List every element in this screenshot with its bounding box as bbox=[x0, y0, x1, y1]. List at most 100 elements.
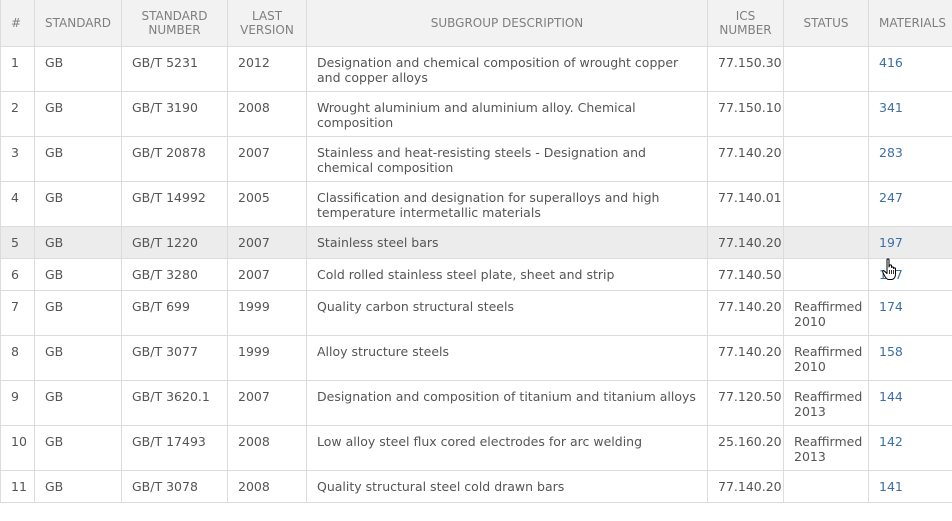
table-row[interactable]: 2 GB GB/T 3190 2008 Wrought aluminium and al… bbox=[0, 91, 952, 137]
column-header-subgroup-description: SUBGROUP DESCRIPTION bbox=[306, 0, 708, 47]
row-last-version: 1999 bbox=[238, 299, 270, 314]
row-materials-link[interactable]: 197 bbox=[879, 267, 903, 282]
row-ics-number: 77.140.01 bbox=[718, 190, 782, 205]
row-materials-link[interactable]: 174 bbox=[879, 299, 903, 314]
column-header-ics-number: ICS NUMBER bbox=[707, 0, 784, 47]
row-ics-number: 77.140.50 bbox=[718, 267, 782, 282]
row-standard-number-cell: GB/T 3078 bbox=[121, 470, 228, 503]
row-standard-number-cell: GB/T 17493 bbox=[121, 425, 228, 471]
table-row[interactable]: 1 GB GB/T 5231 2012 Designation and chemical… bbox=[0, 46, 952, 92]
row-standard: GB bbox=[45, 479, 64, 494]
table-row[interactable]: 6 GB GB/T 3280 2007 Cold rolled stainless st… bbox=[0, 258, 952, 291]
column-header-status: STATUS bbox=[783, 0, 869, 47]
row-standard-cell: GB bbox=[34, 470, 122, 503]
row-standard-number: GB/T 3077 bbox=[132, 344, 198, 359]
row-materials-link[interactable]: 341 bbox=[879, 100, 903, 115]
row-materials-link[interactable]: 142 bbox=[879, 434, 903, 449]
row-standard-number: GB/T 3280 bbox=[132, 267, 198, 282]
table-row[interactable]: 7 GB GB/T 699 1999 Quality carbon structural… bbox=[0, 290, 952, 336]
row-status-cell: Reaffirmed 2010 bbox=[783, 290, 869, 336]
row-standard-number: GB/T 3078 bbox=[132, 479, 198, 494]
row-ics-number-cell: 77.150.30 bbox=[707, 46, 784, 92]
row-subgroup-description-cell: Quality structural steel cold drawn bars bbox=[306, 470, 708, 503]
column-header-last-version: LAST VERSION bbox=[227, 0, 307, 47]
row-number-cell: 1 bbox=[0, 46, 35, 92]
row-materials-link[interactable]: 144 bbox=[879, 389, 903, 404]
row-standard-cell: GB bbox=[34, 335, 122, 381]
table-row[interactable]: 9 GB GB/T 3620.1 2007 Designation and compos… bbox=[0, 380, 952, 426]
table-row[interactable]: 11 GB GB/T 3078 2008 Quality structural stee… bbox=[0, 470, 952, 503]
table-row[interactable]: 4 GB GB/T 14992 2005 Classification and desi… bbox=[0, 181, 952, 227]
row-materials-link[interactable]: 197 bbox=[879, 235, 903, 250]
row-number: 11 bbox=[11, 479, 27, 494]
row-ics-number-cell: 77.140.20 bbox=[707, 136, 784, 182]
row-last-version: 2008 bbox=[238, 434, 270, 449]
row-standard-cell: GB bbox=[34, 181, 122, 227]
row-number: 10 bbox=[11, 434, 27, 449]
row-subgroup-description: Classification and designation for super… bbox=[317, 190, 660, 220]
row-materials-link[interactable]: 247 bbox=[879, 190, 903, 205]
table-row[interactable]: 5 GB GB/T 1220 2007 Stainless steel bars 77.1… bbox=[0, 226, 952, 259]
row-standard-number: GB/T 3190 bbox=[132, 100, 198, 115]
row-standard-number-cell: GB/T 1220 bbox=[121, 226, 228, 259]
row-number-cell: 8 bbox=[0, 335, 35, 381]
row-number: 7 bbox=[11, 299, 19, 314]
row-standard: GB bbox=[45, 55, 64, 70]
row-subgroup-description: Quality carbon structural steels bbox=[317, 299, 514, 314]
row-standard-number-cell: GB/T 3620.1 bbox=[121, 380, 228, 426]
row-number-cell: 4 bbox=[0, 181, 35, 227]
table-row[interactable]: 8 GB GB/T 3077 1999 Alloy structure steels 77… bbox=[0, 335, 952, 381]
row-materials-link[interactable]: 141 bbox=[879, 479, 903, 494]
row-last-version: 2007 bbox=[238, 235, 270, 250]
row-subgroup-description: Alloy structure steels bbox=[317, 344, 449, 359]
row-materials-link[interactable]: 283 bbox=[879, 145, 903, 160]
row-standard-number: GB/T 17493 bbox=[132, 434, 206, 449]
row-number-cell: 7 bbox=[0, 290, 35, 336]
row-materials-cell: 341 bbox=[868, 91, 952, 137]
row-subgroup-description-cell: Stainless steel bars bbox=[306, 226, 708, 259]
row-last-version-cell: 1999 bbox=[227, 290, 307, 336]
row-standard: GB bbox=[45, 344, 64, 359]
row-materials-link[interactable]: 416 bbox=[879, 55, 903, 70]
row-standard-number: GB/T 20878 bbox=[132, 145, 206, 160]
row-standard: GB bbox=[45, 434, 64, 449]
row-last-version-cell: 2007 bbox=[227, 380, 307, 426]
column-header-standard-number: STANDARD NUMBER bbox=[121, 0, 228, 47]
column-header-standard: STANDARD bbox=[34, 0, 122, 47]
row-number-cell: 5 bbox=[0, 226, 35, 259]
row-status: Reaffirmed 2013 bbox=[794, 434, 863, 464]
row-standard-cell: GB bbox=[34, 258, 122, 291]
row-subgroup-description-cell: Quality carbon structural steels bbox=[306, 290, 708, 336]
row-subgroup-description: Stainless and heat-resisting steels - De… bbox=[317, 145, 646, 175]
row-last-version-cell: 2007 bbox=[227, 258, 307, 291]
row-materials-link[interactable]: 158 bbox=[879, 344, 903, 359]
row-subgroup-description-cell: Wrought aluminium and aluminium alloy. C… bbox=[306, 91, 708, 137]
row-standard-number-cell: GB/T 3077 bbox=[121, 335, 228, 381]
row-standard-number: GB/T 1220 bbox=[132, 235, 198, 250]
table-row[interactable]: 3 GB GB/T 20878 2007 Stainless and heat-resi… bbox=[0, 136, 952, 182]
row-subgroup-description-cell: Cold rolled stainless steel plate, sheet… bbox=[306, 258, 708, 291]
row-status-cell bbox=[783, 470, 869, 503]
row-subgroup-description: Designation and chemical composition of … bbox=[317, 55, 679, 85]
row-status-cell: Reaffirmed 2013 bbox=[783, 380, 869, 426]
row-ics-number-cell: 77.140.01 bbox=[707, 181, 784, 227]
row-ics-number: 25.160.20 bbox=[718, 434, 782, 449]
row-standard-number-cell: GB/T 20878 bbox=[121, 136, 228, 182]
row-ics-number-cell: 77.140.20 bbox=[707, 226, 784, 259]
row-last-version-cell: 2008 bbox=[227, 425, 307, 471]
row-subgroup-description: Cold rolled stainless steel plate, sheet… bbox=[317, 267, 615, 282]
row-number: 1 bbox=[11, 55, 19, 70]
standards-table: # STANDARD STANDARD NUMBER LAST VERSION … bbox=[0, 0, 952, 503]
table-row[interactable]: 10 GB GB/T 17493 2008 Low alloy steel flux c… bbox=[0, 425, 952, 471]
row-last-version: 2012 bbox=[238, 55, 270, 70]
row-number: 4 bbox=[11, 190, 19, 205]
row-last-version: 2007 bbox=[238, 389, 270, 404]
row-last-version-cell: 2012 bbox=[227, 46, 307, 92]
row-standard-cell: GB bbox=[34, 380, 122, 426]
row-ics-number-cell: 77.140.20 bbox=[707, 470, 784, 503]
row-materials-cell: 144 bbox=[868, 380, 952, 426]
row-standard: GB bbox=[45, 100, 64, 115]
row-ics-number: 77.150.10 bbox=[718, 100, 782, 115]
row-number-cell: 9 bbox=[0, 380, 35, 426]
row-last-version-cell: 2005 bbox=[227, 181, 307, 227]
